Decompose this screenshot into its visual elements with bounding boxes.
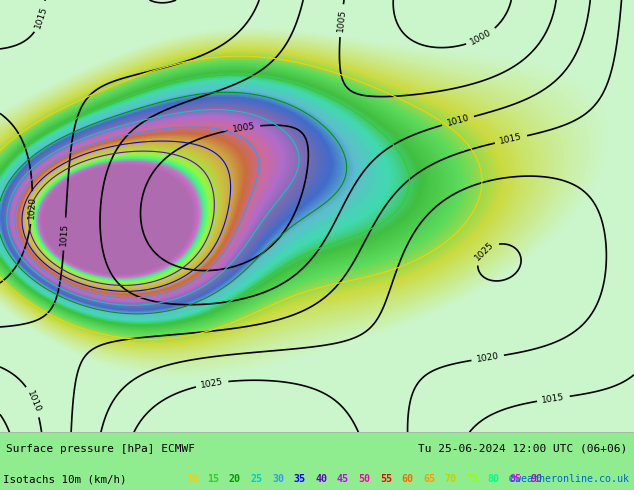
Text: 1015: 1015 xyxy=(60,222,70,246)
Text: 1010: 1010 xyxy=(25,389,42,414)
Text: 25: 25 xyxy=(250,474,262,484)
Text: 15: 15 xyxy=(207,474,219,484)
Text: 85: 85 xyxy=(509,474,521,484)
Text: 1000: 1000 xyxy=(469,28,494,47)
Text: 1025: 1025 xyxy=(200,377,224,390)
Text: 55: 55 xyxy=(380,474,392,484)
Text: 1015: 1015 xyxy=(541,392,566,405)
Text: Isotachs 10m (km/h): Isotachs 10m (km/h) xyxy=(3,474,127,484)
Text: 1010: 1010 xyxy=(446,113,470,128)
Text: 1020: 1020 xyxy=(27,196,37,219)
Text: 35: 35 xyxy=(294,474,306,484)
Text: Tu 25-06-2024 12:00 UTC (06+06): Tu 25-06-2024 12:00 UTC (06+06) xyxy=(418,444,628,454)
Text: 1005: 1005 xyxy=(232,122,256,134)
Text: 1020: 1020 xyxy=(476,352,500,364)
Text: 45: 45 xyxy=(337,474,349,484)
Text: 1015: 1015 xyxy=(34,5,49,29)
Text: 50: 50 xyxy=(358,474,370,484)
Text: 1025: 1025 xyxy=(473,240,496,262)
Text: 90: 90 xyxy=(531,474,543,484)
Text: 60: 60 xyxy=(401,474,413,484)
Text: 65: 65 xyxy=(423,474,435,484)
Text: ©weatheronline.co.uk: ©weatheronline.co.uk xyxy=(509,474,629,484)
Text: 1015: 1015 xyxy=(499,132,523,147)
Text: 10: 10 xyxy=(186,474,198,484)
Text: 20: 20 xyxy=(229,474,241,484)
Text: 80: 80 xyxy=(488,474,500,484)
Text: 40: 40 xyxy=(315,474,327,484)
Text: 75: 75 xyxy=(466,474,478,484)
Text: 70: 70 xyxy=(444,474,456,484)
Text: 30: 30 xyxy=(272,474,284,484)
Text: Surface pressure [hPa] ECMWF: Surface pressure [hPa] ECMWF xyxy=(6,444,195,454)
Text: 1005: 1005 xyxy=(336,9,347,32)
